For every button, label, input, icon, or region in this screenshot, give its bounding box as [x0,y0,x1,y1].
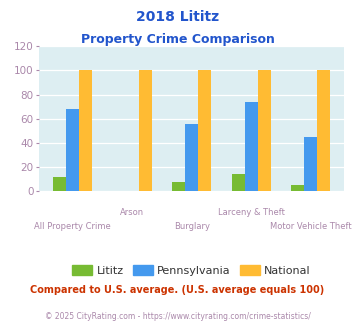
Bar [291,185,304,191]
Text: 2018 Lititz: 2018 Lititz [136,10,219,24]
Bar [231,175,245,191]
Bar [66,109,79,191]
Legend: Lititz, Pennsylvania, National: Lititz, Pennsylvania, National [68,261,315,280]
Bar [185,124,198,191]
Bar [53,177,66,191]
Text: Property Crime Comparison: Property Crime Comparison [81,33,274,46]
Text: Motor Vehicle Theft: Motor Vehicle Theft [270,222,352,231]
Text: All Property Crime: All Property Crime [34,222,111,231]
Bar [258,70,271,191]
Bar [245,102,258,191]
Bar [198,70,211,191]
Bar [304,137,317,191]
Text: Compared to U.S. average. (U.S. average equals 100): Compared to U.S. average. (U.S. average … [31,285,324,295]
Bar [79,70,92,191]
Bar [172,182,185,191]
Text: Burglary: Burglary [174,222,210,231]
Text: Larceny & Theft: Larceny & Theft [218,208,285,217]
Bar [139,70,152,191]
Text: © 2025 CityRating.com - https://www.cityrating.com/crime-statistics/: © 2025 CityRating.com - https://www.city… [45,312,310,321]
Text: Arson: Arson [120,208,144,217]
Bar [317,70,331,191]
